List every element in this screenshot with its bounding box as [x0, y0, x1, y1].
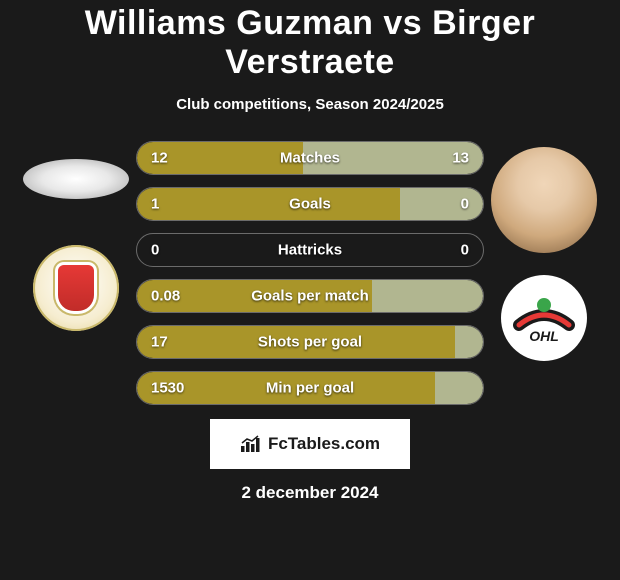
player-right-avatar: [491, 147, 597, 253]
comparison-row: 12 13 Matches 1 0 Goals 0 0 Hattricks 0.08 Goals p…: [0, 141, 620, 405]
stat-row: 0.08 Goals per match: [136, 279, 484, 313]
stat-value-right: 0: [461, 242, 469, 259]
bar-right: [455, 326, 483, 358]
stat-label: Min per goal: [266, 380, 354, 397]
player-left-avatar: [23, 159, 129, 199]
stat-value-left: 1: [151, 196, 159, 213]
stat-value-left: 0: [151, 242, 159, 259]
stat-row: 17 Shots per goal: [136, 325, 484, 359]
stat-value-left: 0.08: [151, 288, 180, 305]
stat-row: 0 0 Hattricks: [136, 233, 484, 267]
svg-text:OHL: OHL: [529, 328, 559, 344]
stat-bars: 12 13 Matches 1 0 Goals 0 0 Hattricks 0.08 Goals p…: [136, 141, 484, 405]
club-right-badge: OHL: [501, 275, 587, 361]
stat-value-right: 0: [461, 196, 469, 213]
brand-badge[interactable]: FcTables.com: [210, 419, 410, 469]
stat-value-right: 13: [452, 150, 469, 167]
snapshot-date: 2 december 2024: [241, 483, 378, 503]
page-subtitle: Club competitions, Season 2024/2025: [176, 96, 444, 113]
club-left-badge: [33, 245, 119, 331]
stat-label: Goals: [289, 196, 331, 213]
bar-left: [137, 188, 400, 220]
stat-label: Matches: [280, 150, 340, 167]
stat-row: 1530 Min per goal: [136, 371, 484, 405]
stat-value-left: 1530: [151, 380, 184, 397]
stat-row: 12 13 Matches: [136, 141, 484, 175]
stat-label: Goals per match: [251, 288, 369, 305]
stat-label: Shots per goal: [258, 334, 362, 351]
chart-icon: [240, 435, 262, 453]
stat-row: 1 0 Goals: [136, 187, 484, 221]
bar-right: [372, 280, 483, 312]
stat-value-left: 12: [151, 150, 168, 167]
bar-right: [400, 188, 483, 220]
stat-value-left: 17: [151, 334, 168, 351]
bar-right: [435, 372, 483, 404]
brand-text: FcTables.com: [268, 434, 380, 454]
stat-label: Hattricks: [278, 242, 342, 259]
left-column: [16, 141, 136, 331]
page-title: Williams Guzman vs Birger Verstraete: [0, 4, 620, 82]
right-column: OHL: [484, 141, 604, 361]
